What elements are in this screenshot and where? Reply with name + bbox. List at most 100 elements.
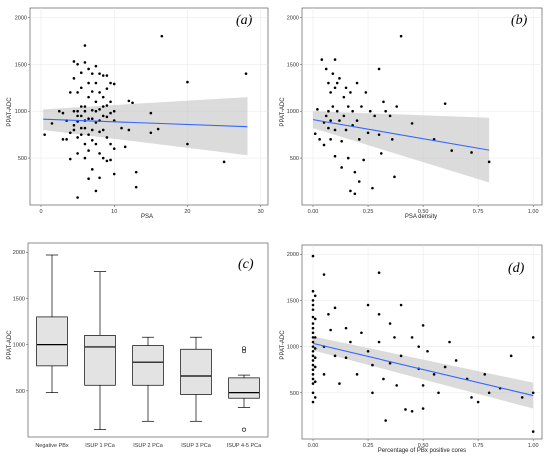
panel-b-point [338,119,341,122]
panel-a-point [94,142,98,146]
panel-c-box [180,348,212,395]
panel-a-point [94,64,98,68]
panel-a-confidence-band [43,97,248,156]
panel-b-point [313,132,317,136]
panel-c-ytick-label: 1500 [13,296,25,302]
panel-b-point [329,138,332,141]
panel-d-point [349,340,352,344]
panel-a-point [87,117,90,120]
panel-d-point [338,382,341,385]
panel-a-point [76,109,79,113]
panel-d-point [313,365,317,369]
panel-c-outlier [242,346,247,351]
panel-b-ytick-label: 2000 [287,15,299,21]
panel-d-point [344,326,348,330]
panel-a-point [149,111,153,115]
panel-a-point [87,133,90,136]
panel-a-point [72,128,76,132]
panel-b-ytick-label: 500 [290,156,299,162]
panel-d-point [313,317,317,321]
panel-a-point [76,152,79,155]
panel-b-point [344,86,348,90]
panel-b-point [357,180,361,183]
panel-a-xtick-label: 30 [258,209,264,215]
panel-a-point [105,104,109,107]
panel-a-point [83,105,87,108]
panel-a-scatter-psa: (a) PSA PPAT-ADC 0 10 20 30 500 1000 1500 2000 [7,7,269,220]
panel-b-point [373,114,376,118]
panel-d-point [421,384,425,387]
panel-d-point [421,407,425,410]
panel-b-point [333,58,337,61]
panel-b-point [371,186,374,190]
panel-d-point [313,336,317,339]
panel-a-point [90,168,94,171]
panel-d-point [313,380,317,384]
panel-a-label: (a) [236,13,253,28]
panel-d-point [371,391,374,395]
panel-d-point [311,289,315,293]
panel-a-point [72,123,76,127]
panel-d-point [311,254,315,258]
panel-b-point [322,143,326,147]
panel-a-regression-line [43,118,248,128]
panel-a-point [94,109,98,113]
panel-d-point [360,331,363,335]
panel-a-point [156,127,160,131]
panel-d-point [410,409,414,413]
panel-a-point [72,109,76,113]
panel-d-xtick-label: 0.75 [473,443,484,449]
panel-a-point [87,177,90,181]
panel-d-point [329,328,332,332]
panel-d-point [483,373,487,376]
panel-b-xlabel: PSA density [405,214,437,220]
panel-a-point [57,109,61,113]
panel-a-point [79,114,83,118]
panel-d-point [417,345,420,348]
panel-b-point [327,109,330,113]
panel-d-point [355,373,359,376]
panel-d-point [421,324,425,327]
panel-a-xlabel: PSA [141,214,153,220]
panel-a-point [112,109,116,113]
panel-c-box [228,377,260,399]
panel-d-point [311,382,315,385]
panel-b-scatter-psa-density: (b) PSA density PPAT-ADC 0.00 0.25 0.50 0.7… [280,7,543,220]
panel-a-point [101,95,105,99]
panel-a-ylabel: PPAT-ADC [7,97,13,127]
panel-d-ylabel: PPAT-ADC [280,330,286,360]
panel-a-point [160,34,164,38]
panel-c-box [84,335,116,386]
panel-c-outlier [242,349,247,354]
panel-c-ytick-label: 2000 [13,250,25,256]
panel-b-xtick-label: 0.25 [363,209,374,215]
panel-d-point [311,359,315,362]
panel-a-point [149,131,153,135]
panel-a-point [65,138,68,141]
panel-d-point [333,306,337,310]
panel-a-point [79,71,83,75]
panel-a-point [72,77,76,80]
panel-d-point [311,340,315,344]
panel-b-point [342,114,346,118]
panel-d-xtick-label: 1.00 [528,443,539,449]
panel-a-point [79,126,83,130]
panel-a-point [61,111,65,115]
panel-a-point [76,62,79,66]
panel-c-boxplot-isup: (c) PPAT-ADC Negative PBx ISUP 1 PCa ISUP … [7,242,269,449]
panel-b-point [333,86,337,90]
panel-a-point [109,142,112,146]
panel-b-ytick-label: 1500 [287,62,299,68]
panel-b-point [388,114,392,118]
panel-d-point [311,400,315,404]
panel-b-point [384,109,387,113]
panel-b-point [357,138,361,141]
panel-d-point [531,391,535,395]
panel-a-point [112,82,116,86]
panel-a-point [94,81,98,85]
panel-d-point [382,377,385,381]
panel-a-ytick-label: 1500 [15,62,27,68]
panel-d-point [322,273,326,276]
panel-a-point [98,152,101,155]
panel-a-point [76,136,79,139]
